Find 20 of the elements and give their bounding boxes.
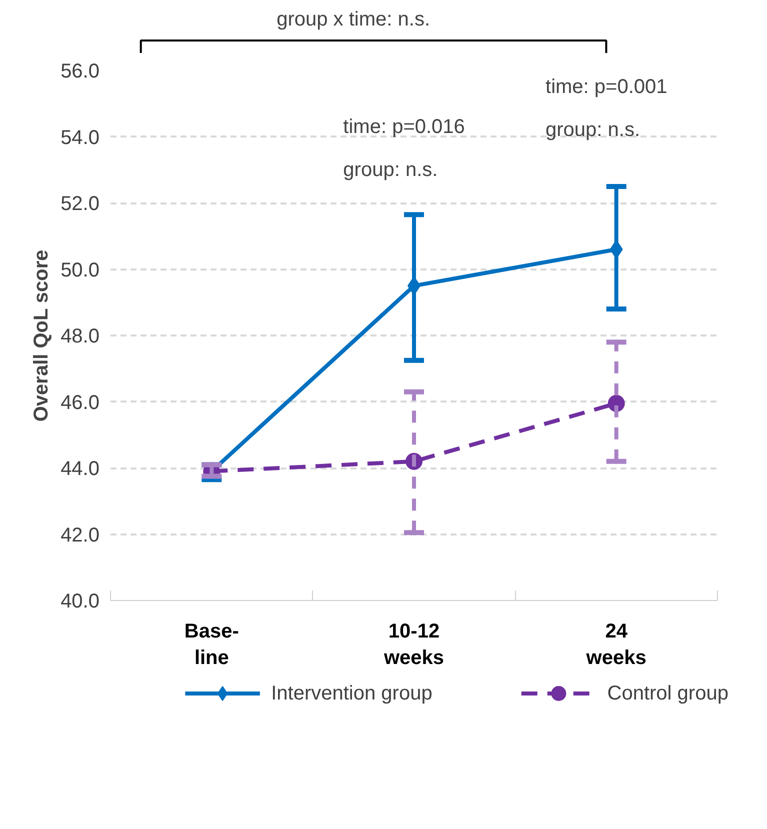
y-tick-label: 40.0: [60, 590, 100, 612]
y-tick-label: 56.0: [60, 60, 100, 82]
x-tick-label: Base- line: [184, 620, 239, 669]
annotation: group: n.s.: [546, 119, 640, 142]
y-axis-title: Overall QoL score: [30, 250, 53, 422]
y-tick-label: 52.0: [60, 193, 100, 215]
y-tick-label: 46.0: [60, 392, 100, 414]
annotation: time: p=0.001: [546, 76, 668, 98]
y-tick-label: 54.0: [60, 126, 100, 149]
x-tick-label: 24 weeks: [585, 620, 646, 669]
y-tick-label: 42.0: [60, 524, 100, 546]
annotation: time: p=0.016: [343, 116, 465, 138]
x-tick-label: 10-12 weeks: [382, 620, 444, 669]
legend-label: Control group: [607, 682, 728, 704]
text: group x time: n.s.: [276, 8, 430, 30]
annotation: group: n.s.: [343, 158, 438, 181]
y-tick-label: 50.0: [60, 259, 100, 282]
y-tick-label: 48.0: [60, 326, 100, 348]
y-tick-label: 44.0: [60, 458, 100, 480]
legend-label: Intervention group: [271, 682, 432, 704]
